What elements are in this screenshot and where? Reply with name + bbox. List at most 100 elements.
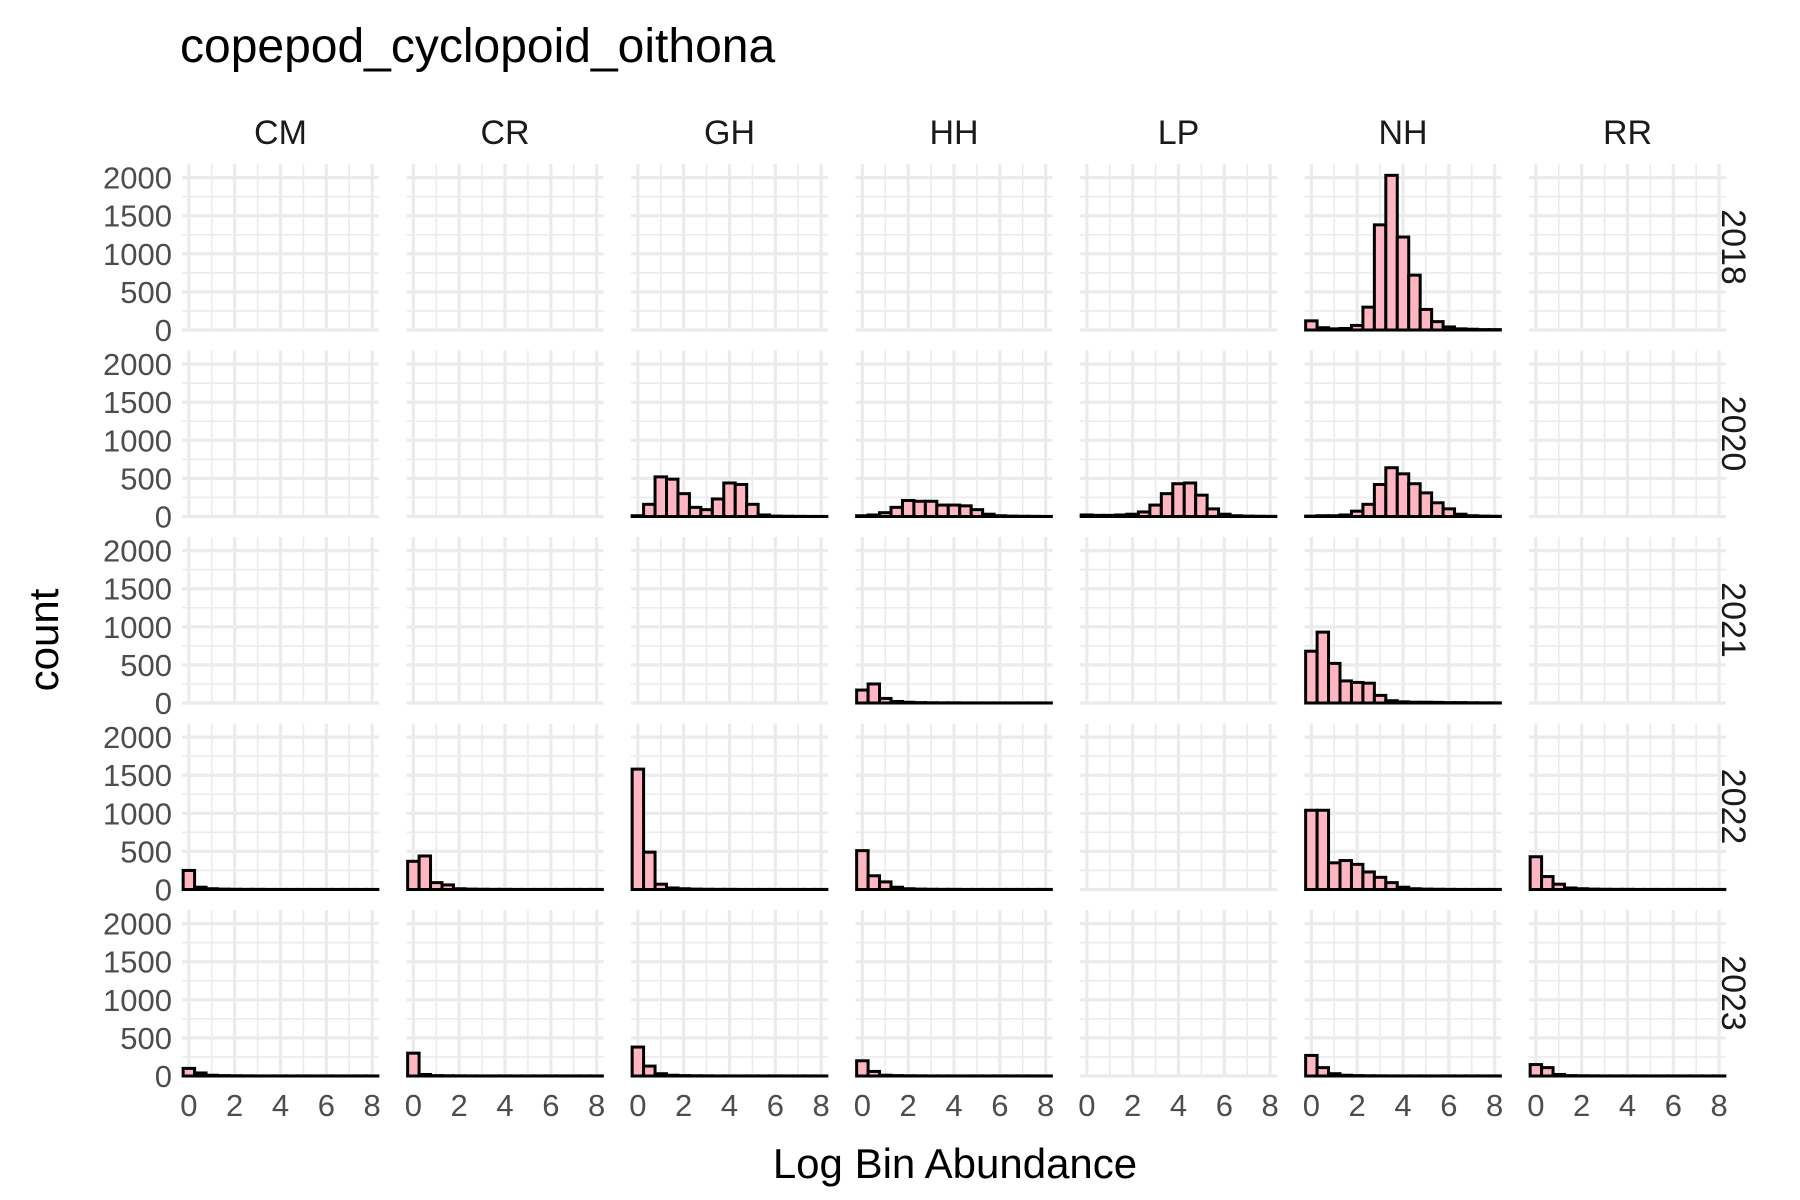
- bars-HH-2023: [855, 1059, 1053, 1078]
- histogram-bar: [1430, 700, 1445, 705]
- histogram-bar: [1395, 885, 1411, 892]
- bars-NH-2018: [1304, 173, 1502, 332]
- histogram-bar: [642, 850, 657, 892]
- histogram-bar: [889, 699, 904, 705]
- panel-HH-2022: [855, 723, 1053, 892]
- histogram-bar: [1349, 509, 1365, 518]
- bars-LP-2020: [1079, 481, 1278, 519]
- panel-CM-2021: [182, 537, 379, 705]
- histogram-bar: [1540, 875, 1555, 891]
- histogram-bar: [878, 880, 893, 892]
- y-tick-label: 1000: [103, 983, 172, 1018]
- facet-column-label: HH: [929, 114, 978, 152]
- bars-RR-2022: [1528, 855, 1727, 892]
- histogram-bar: [1574, 887, 1589, 892]
- bars-NH-2023: [1304, 1053, 1502, 1078]
- x-tick-label: 0: [854, 1088, 871, 1123]
- histogram-bar: [417, 1072, 433, 1078]
- histogram-bar: [406, 859, 421, 891]
- histogram-bar: [642, 1064, 657, 1078]
- histogram-bar: [1418, 700, 1434, 705]
- y-tick-label: 2000: [103, 534, 172, 569]
- y-tick-label: 1000: [103, 423, 172, 458]
- bars-GH-2020: [630, 475, 829, 519]
- panel-HH-2020: [855, 350, 1053, 519]
- histogram-bar: [204, 887, 220, 892]
- histogram-bar: [1372, 693, 1388, 705]
- panel-LP-2018: [1080, 164, 1277, 332]
- x-tick-label: 8: [364, 1088, 381, 1123]
- histogram-bar: [451, 887, 467, 892]
- facet-row-label: 2022: [1714, 769, 1752, 845]
- x-tick-label: 6: [991, 1088, 1008, 1123]
- histogram-bar: [1205, 507, 1221, 518]
- x-tick-label: 4: [1170, 1088, 1187, 1123]
- histogram-bar: [958, 504, 973, 519]
- panel-CR-2020: [406, 350, 604, 519]
- histogram-bar: [889, 885, 904, 892]
- y-tick-label: 1000: [103, 610, 172, 645]
- panel-GH-2018: [631, 164, 828, 332]
- y-tick-label: 500: [120, 1021, 172, 1056]
- histogram-bar: [193, 1071, 208, 1078]
- histogram-bar: [1079, 513, 1095, 519]
- histogram-bar: [1528, 855, 1544, 892]
- histogram-bar: [665, 1073, 680, 1078]
- histogram-bar: [1349, 862, 1365, 891]
- histogram-bar: [1136, 510, 1152, 518]
- histogram-bar: [1315, 514, 1331, 519]
- histogram-bar: [1159, 492, 1175, 518]
- bars-RR-2023: [1528, 1063, 1727, 1078]
- x-axis-title: Log Bin Abundance: [773, 1140, 1137, 1187]
- panel-RR-2018: [1529, 164, 1726, 332]
- histogram-bar: [878, 1073, 893, 1078]
- histogram-bar: [923, 499, 939, 518]
- histogram-bar: [1304, 808, 1319, 891]
- histogram-bar: [1182, 481, 1198, 519]
- y-tick-label: 500: [120, 275, 172, 310]
- x-tick-label: 8: [1711, 1088, 1728, 1123]
- histogram-bar: [722, 481, 737, 519]
- panel-CR-2018: [406, 164, 604, 332]
- x-tick-label: 4: [1394, 1088, 1411, 1123]
- histogram-bar: [1338, 326, 1353, 332]
- histogram-bar: [1551, 1072, 1567, 1078]
- histogram-bar: [1384, 699, 1399, 705]
- histogram-bar: [1361, 502, 1376, 518]
- x-tick-label: 0: [1078, 1088, 1095, 1123]
- histogram-bar: [630, 1045, 646, 1078]
- y-tick-label: 1000: [103, 796, 172, 831]
- histogram-bar: [900, 887, 916, 892]
- histogram-bar: [1372, 875, 1388, 891]
- x-tick-label: 0: [405, 1088, 422, 1123]
- histogram-bar: [855, 688, 870, 705]
- x-tick-label: 6: [1216, 1088, 1233, 1123]
- x-tick-label: 8: [1262, 1088, 1279, 1123]
- facet-row-label: 2023: [1714, 955, 1752, 1031]
- x-tick-label: 2: [1573, 1088, 1590, 1123]
- x-tick-label: 8: [588, 1088, 605, 1123]
- panel-LP-2021: [1080, 537, 1277, 705]
- panel-LP-2023: [1080, 910, 1277, 1078]
- x-tick-label: 2: [226, 1088, 243, 1123]
- panel-RR-2023: [1529, 910, 1726, 1078]
- facet-column-label: CM: [254, 114, 307, 152]
- y-axis-title: count: [20, 588, 67, 691]
- histogram-bar: [1407, 273, 1422, 332]
- histogram-bar: [699, 508, 714, 518]
- histogram-bar: [1384, 173, 1399, 332]
- bars-GH-2022: [630, 767, 829, 892]
- histogram-bar: [1194, 493, 1209, 518]
- histogram-bar: [1338, 1073, 1353, 1078]
- histogram-bar: [992, 514, 1008, 519]
- x-tick-label: 4: [496, 1088, 513, 1123]
- panel-CR-2022: [406, 723, 604, 892]
- histogram-bar: [1395, 472, 1411, 519]
- histogram-bar: [733, 483, 749, 518]
- y-tick-label: 0: [155, 500, 172, 535]
- histogram-bar: [181, 868, 197, 892]
- panel-CM-2018: [182, 164, 379, 332]
- facet-row-label: 2021: [1714, 582, 1752, 658]
- x-tick-label: 4: [1619, 1088, 1636, 1123]
